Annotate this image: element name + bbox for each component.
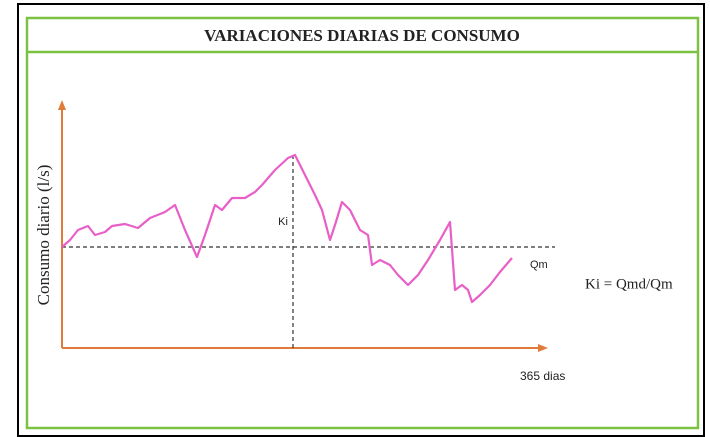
peak-label: Ki [278, 216, 288, 228]
formula: Ki = Qmd/Qm [585, 276, 673, 292]
axes [58, 100, 548, 352]
green-frame [25, 16, 700, 430]
title: VARIACIONES DIARIAS DE CONSUMO [204, 26, 520, 45]
y-arrow [58, 100, 66, 110]
outer-frame [17, 3, 705, 437]
consumption-curve [61, 153, 513, 304]
mean-label: Qm [530, 259, 548, 271]
x-arrow [538, 344, 548, 352]
x-axis-label: 365 dias [520, 369, 565, 383]
y-axis-label: Consumo diario (l/s) [34, 165, 53, 306]
